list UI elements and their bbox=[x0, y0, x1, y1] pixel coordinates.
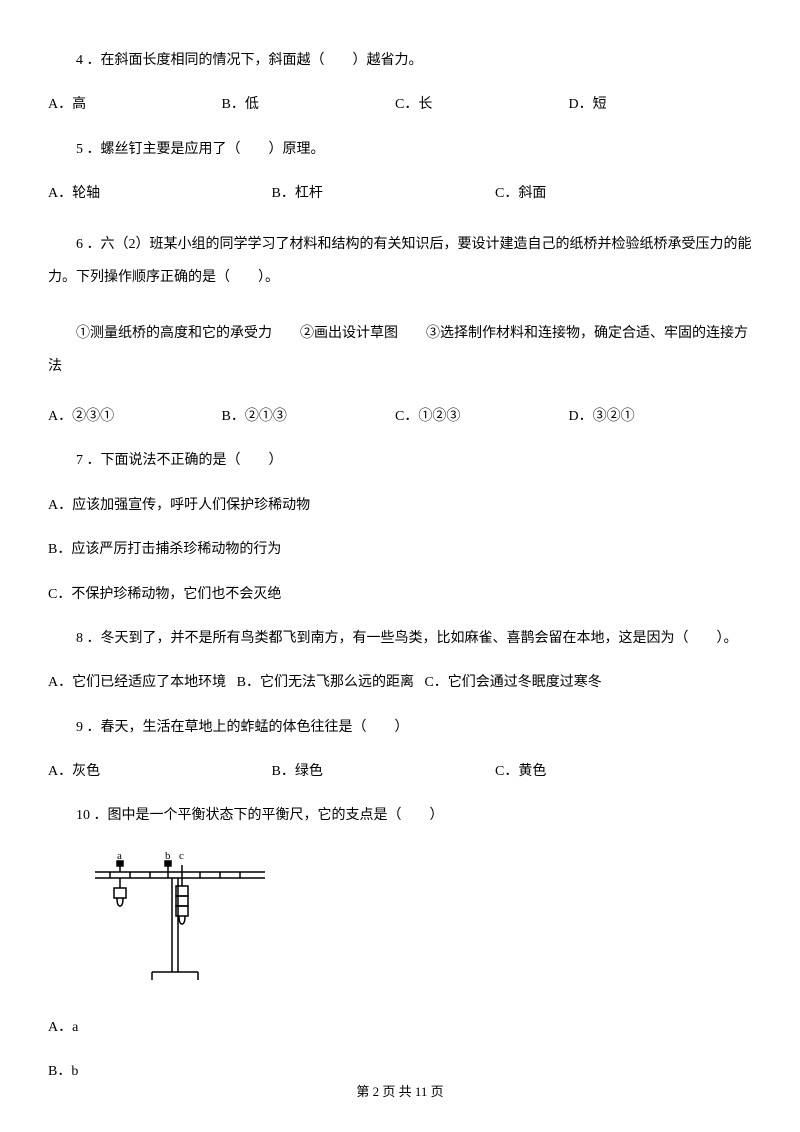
q7-option-a: A．应该加强宣传，呼吁人们保护珍稀动物 bbox=[48, 495, 752, 517]
q6-option-a: A．②③① bbox=[48, 406, 218, 428]
q6-option-c: C．①②③ bbox=[395, 406, 565, 428]
q8-options: A．它们已经适应了本地环境 B．它们无法飞那么远的距离 C．它们会通过冬眠度过寒… bbox=[48, 672, 752, 694]
balance-diagram: a b c bbox=[90, 850, 752, 995]
q9-options: A．灰色 B．绿色 C．黄色 bbox=[48, 761, 752, 783]
q4-option-b: B．低 bbox=[222, 94, 392, 116]
q4-option-a: A．高 bbox=[48, 94, 218, 116]
q6-options: A．②③① B．②①③ C．①②③ D．③②① bbox=[48, 406, 752, 428]
q5-option-b: B．杠杆 bbox=[272, 183, 492, 205]
page-footer: 第 2 页 共 11 页 bbox=[0, 1081, 800, 1100]
q4-options: A．高 B．低 C．长 D．短 bbox=[48, 94, 752, 116]
q7-text: 7 ．下面说法不正确的是（ ） bbox=[48, 450, 752, 472]
q8-option-c: C．它们会通过冬眠度过寒冬 bbox=[424, 675, 601, 690]
diagram-label-c: c bbox=[179, 850, 184, 862]
q7-option-b: B．应该严厉打击捕杀珍稀动物的行为 bbox=[48, 539, 752, 561]
diagram-label-a: a bbox=[117, 850, 122, 862]
q8-option-b: B．它们无法飞那么远的距离 bbox=[237, 675, 414, 690]
q4-option-c: C．长 bbox=[395, 94, 565, 116]
q9-option-b: B．绿色 bbox=[272, 761, 492, 783]
q10-text: 10 ．图中是一个平衡状态下的平衡尺，它的支点是（ ） bbox=[48, 805, 752, 827]
q5-text: 5 ．螺丝钉主要是应用了（ ）原理。 bbox=[48, 139, 752, 161]
q4-text: 4 ．在斜面长度相同的情况下，斜面越（ ）越省力。 bbox=[48, 50, 752, 72]
q9-text: 9 ．春天，生活在草地上的蚱蜢的体色往往是（ ） bbox=[48, 717, 752, 739]
q9-option-c: C．黄色 bbox=[495, 761, 715, 783]
q6-option-d: D．③②① bbox=[569, 406, 739, 428]
diagram-label-b: b bbox=[165, 850, 171, 862]
q7-option-c: C．不保护珍稀动物，它们也不会灭绝 bbox=[48, 584, 752, 606]
q6-text: 6 ．六（2）班某小组的同学学习了材料和结构的有关知识后，要设计建造自己的纸桥并… bbox=[48, 228, 752, 295]
q5-option-a: A．轮轴 bbox=[48, 183, 268, 205]
q5-options: A．轮轴 B．杠杆 C．斜面 bbox=[48, 183, 752, 205]
q10-option-a: A．a bbox=[48, 1017, 752, 1039]
q8-option-a: A．它们已经适应了本地环境 bbox=[48, 675, 226, 690]
q6-sub: ①测量纸桥的高度和它的承受力 ②画出设计草图 ③选择制作材料和连接物，确定合适、… bbox=[48, 317, 752, 384]
q4-option-d: D．短 bbox=[569, 94, 739, 116]
q6-option-b: B．②①③ bbox=[222, 406, 392, 428]
q5-option-c: C．斜面 bbox=[495, 183, 715, 205]
q9-option-a: A．灰色 bbox=[48, 761, 268, 783]
q8-text: 8 ．冬天到了，并不是所有鸟类都飞到南方，有一些鸟类，比如麻雀、喜鹊会留在本地，… bbox=[48, 628, 752, 650]
